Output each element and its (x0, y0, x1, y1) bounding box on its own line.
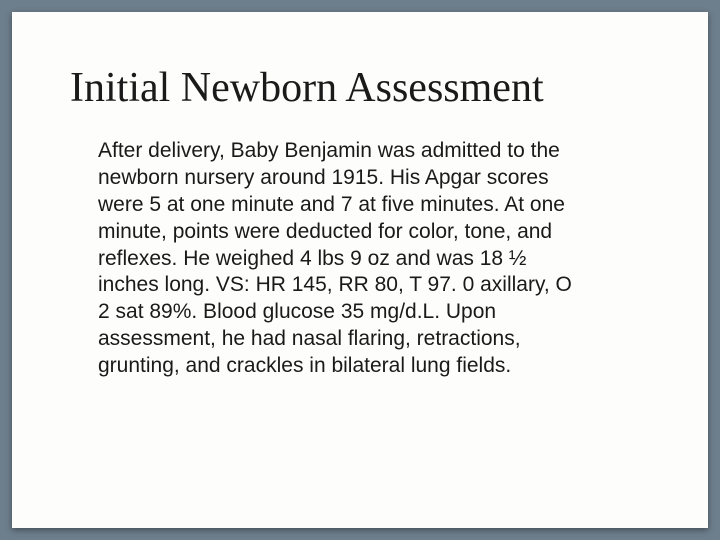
slide-body-text: After delivery, Baby Benjamin was admitt… (98, 138, 578, 380)
slide-title: Initial Newborn Assessment (70, 66, 650, 110)
slide: Initial Newborn Assessment After deliver… (12, 12, 708, 528)
